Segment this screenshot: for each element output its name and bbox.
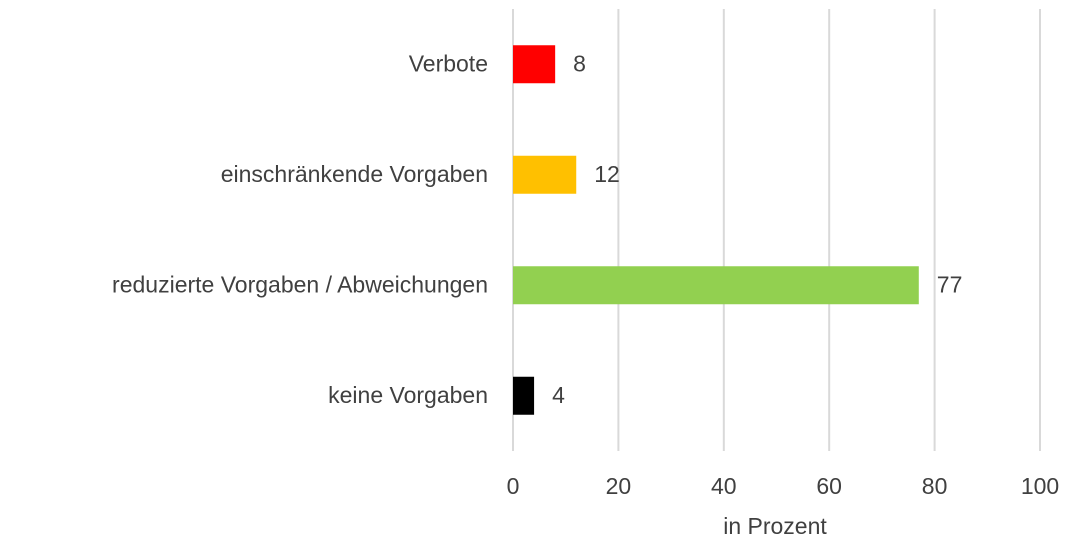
y-tick-label: keine Vorgaben xyxy=(328,382,488,408)
bar xyxy=(513,376,535,415)
x-tick-label: 100 xyxy=(1021,473,1059,499)
x-axis-title: in Prozent xyxy=(723,513,827,539)
x-tick-label: 60 xyxy=(816,473,842,499)
x-tick-label: 0 xyxy=(507,473,520,499)
bar xyxy=(513,45,556,84)
bar xyxy=(513,266,919,305)
data-label: 77 xyxy=(937,271,963,297)
y-tick-label: reduzierte Vorgaben / Abweichungen xyxy=(112,271,488,297)
data-label: 12 xyxy=(594,161,620,187)
y-tick-label: einschränkende Vorgaben xyxy=(221,161,488,187)
x-tick-label: 40 xyxy=(711,473,737,499)
x-tick-label: 20 xyxy=(606,473,632,499)
y-tick-label: Verbote xyxy=(409,50,488,76)
data-label: 8 xyxy=(573,50,586,76)
x-tick-label: 80 xyxy=(922,473,948,499)
bar xyxy=(513,155,577,194)
data-label: 4 xyxy=(552,382,565,408)
